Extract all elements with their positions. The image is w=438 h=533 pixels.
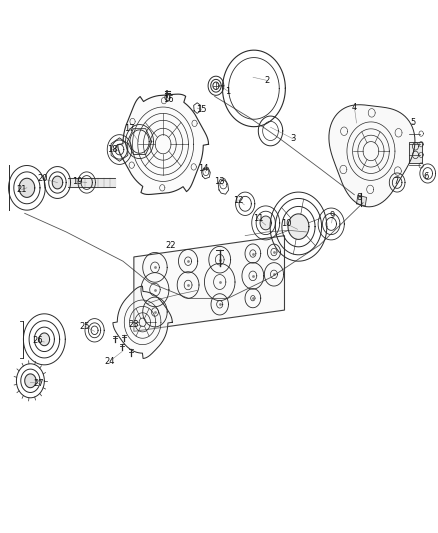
Polygon shape [260, 216, 272, 230]
Text: 17: 17 [124, 124, 135, 133]
Text: 10: 10 [282, 220, 292, 229]
Text: 1: 1 [225, 86, 230, 95]
Polygon shape [19, 178, 35, 197]
Text: 7: 7 [393, 177, 399, 186]
Text: 23: 23 [128, 320, 139, 329]
Text: 11: 11 [253, 214, 264, 223]
Text: 19: 19 [72, 177, 82, 186]
Polygon shape [52, 176, 63, 189]
Polygon shape [39, 333, 49, 346]
Text: 9: 9 [330, 212, 335, 221]
Polygon shape [25, 374, 36, 387]
Text: 13: 13 [214, 177, 224, 186]
Text: 21: 21 [16, 185, 27, 194]
Text: 16: 16 [163, 94, 174, 103]
Polygon shape [288, 214, 309, 239]
Text: 24: 24 [105, 357, 115, 366]
Text: 26: 26 [32, 336, 43, 345]
Text: 2: 2 [265, 76, 270, 85]
Text: 27: 27 [34, 379, 44, 388]
Text: 14: 14 [198, 164, 209, 173]
Polygon shape [134, 236, 285, 332]
Text: 6: 6 [424, 172, 429, 181]
Polygon shape [409, 142, 422, 163]
Polygon shape [118, 94, 208, 195]
Polygon shape [357, 195, 367, 206]
Text: 15: 15 [196, 105, 207, 114]
Polygon shape [329, 104, 415, 207]
Text: 20: 20 [37, 174, 47, 183]
Polygon shape [113, 286, 172, 359]
Text: 18: 18 [107, 145, 117, 154]
Text: 5: 5 [411, 118, 416, 127]
Text: 25: 25 [79, 321, 90, 330]
Text: 12: 12 [233, 196, 244, 205]
Text: 8: 8 [356, 193, 361, 202]
Polygon shape [68, 178, 115, 187]
Text: 4: 4 [352, 102, 357, 111]
Text: 22: 22 [166, 241, 176, 250]
Text: 3: 3 [290, 134, 296, 143]
